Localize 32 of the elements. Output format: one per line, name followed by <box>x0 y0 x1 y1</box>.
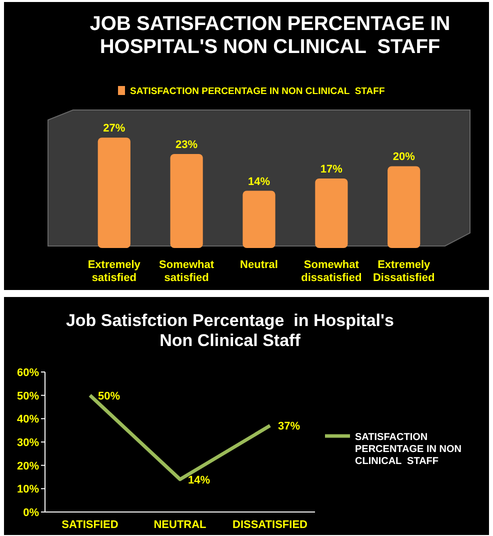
y-tick-label: 30% <box>16 437 40 449</box>
x-tick-label: DISSATISFIED <box>232 519 308 531</box>
bar <box>170 154 203 248</box>
data-label: 17% <box>320 163 343 176</box>
chart-title: Job Satisfction Percentage in Hospital's Non Clinical Staff <box>66 311 394 350</box>
x-tick-label: Somewhat satisfied <box>159 259 214 284</box>
y-tick-label: 50% <box>16 390 40 402</box>
legend-label: SATISFACTION PERCENTAGE IN NON CLINICAL STAFF <box>130 86 385 97</box>
data-label: 27% <box>103 122 126 135</box>
data-label: 14% <box>248 176 270 188</box>
y-tick-label: 10% <box>16 484 40 496</box>
y-tick-label: 20% <box>16 460 40 472</box>
y-tick-label: 60% <box>16 367 40 379</box>
x-tick-label: Neutral <box>240 259 278 271</box>
x-tick-label: Extremely Dissatisfied <box>372 259 435 284</box>
data-label: 20% <box>392 151 416 164</box>
legend-label: SATISFACTION PERCENTAGE IN NON CLINICAL STAFF <box>355 432 462 467</box>
y-tick-label: 0% <box>23 507 40 519</box>
data-label: 37% <box>278 420 300 433</box>
data-label: 14% <box>188 474 210 486</box>
x-tick-label: Somewhat dissatisfied <box>301 259 362 284</box>
x-tick-label: Extremely satisfied <box>88 259 142 284</box>
chart-title: JOB SATISFACTION PERCENTAGE IN HOSPITAL'S NON CLINICAL STAFF <box>90 13 450 58</box>
bar <box>315 178 348 248</box>
x-tick-label: SATISFIED <box>62 519 118 531</box>
bar <box>388 166 420 248</box>
bar <box>242 190 276 248</box>
bar <box>98 138 130 248</box>
x-tick-label: NEUTRAL <box>154 519 207 531</box>
y-tick-label: 40% <box>16 414 40 426</box>
data-label: 50% <box>98 390 120 402</box>
data-label: 23% <box>176 138 198 151</box>
